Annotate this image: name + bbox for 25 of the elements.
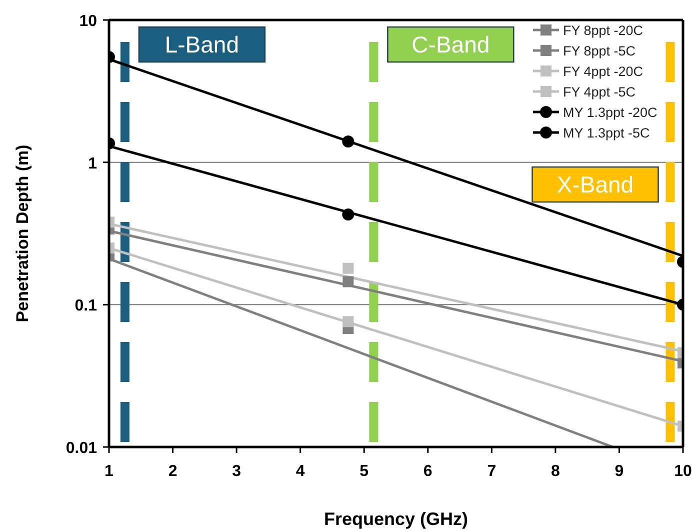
- legend-label: MY 1.3ppt -20C: [563, 105, 658, 120]
- y-tick-label: 10: [79, 13, 98, 30]
- ref-line-label: C-Band: [412, 32, 490, 58]
- x-tick-label: 2: [168, 463, 178, 480]
- x-tick-label: 9: [614, 463, 624, 480]
- y-tick-label: 0.1: [74, 298, 98, 315]
- legend-label: FY 8ppt -5C: [563, 44, 636, 58]
- ref-line-label: X-Band: [556, 172, 634, 198]
- legend-label: FY 4ppt -5C: [563, 84, 636, 100]
- y-tick-label: 0.01: [66, 440, 98, 457]
- legend-label: FY 4ppt -20C: [563, 64, 644, 79]
- x-tick-label: 6: [423, 463, 432, 480]
- legend-label: FY 8ppt -20C: [563, 23, 644, 38]
- x-axis-title: Frequency (GHz): [324, 509, 468, 529]
- x-tick-label: 7: [487, 463, 496, 480]
- x-tick-label: 10: [674, 463, 692, 480]
- y-tick-label: 1: [88, 155, 98, 172]
- x-tick-label: 8: [550, 463, 560, 480]
- legend-label: MY 1.3ppt -5C: [563, 126, 650, 140]
- y-axis-title: Penetration Depth (m): [13, 144, 32, 322]
- x-tick-label: 5: [360, 463, 369, 480]
- x-tick-label: 4: [296, 463, 305, 480]
- x-tick-label: 1: [104, 463, 114, 480]
- x-tick-label: 3: [232, 463, 242, 480]
- ref-line-label: L-Band: [164, 32, 240, 58]
